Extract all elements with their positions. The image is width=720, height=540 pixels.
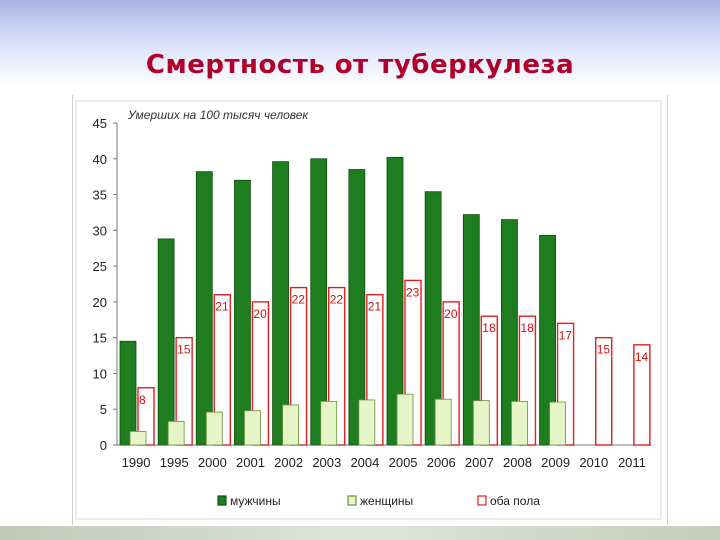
bar-female-2003	[320, 400, 338, 446]
data-label-both-2007: 18	[482, 321, 496, 335]
x-tick-label-2011: 2011	[618, 455, 646, 470]
slide-bottom-band	[0, 526, 720, 540]
data-label-both-2000: 21	[215, 300, 229, 314]
tuberculosis-mortality-chart: Умерших на 100 тысяч человек 0 5 10 15 20 25 3…	[75, 100, 662, 520]
legend-swatch-2	[477, 495, 487, 506]
x-tick-label-1990: 1990	[122, 455, 151, 470]
bar-male-2008	[501, 219, 518, 446]
data-label-both-2004: 21	[368, 300, 382, 314]
bar-female-2007	[472, 400, 490, 446]
legend-label-1: женщины	[360, 494, 413, 508]
data-label-both-2001: 20	[253, 307, 267, 321]
x-tick-label-2007: 2007	[465, 455, 494, 470]
x-tick-label-2002: 2002	[274, 455, 303, 470]
bar-male-2005	[386, 156, 404, 446]
bar-male-2009	[539, 234, 556, 446]
bar-female-2009	[549, 401, 566, 446]
x-axis-labels: 1990 1995 2000 2001 2002 2003 2004 2005 2006 2007…	[122, 455, 646, 470]
y-tick-label: 15	[93, 331, 107, 346]
bar-female-2004	[358, 399, 376, 446]
bar-male-2003	[310, 158, 328, 446]
data-label-both-2011: 14	[635, 350, 649, 364]
y-axis-ticks: 0 5 10 15 20 25 30 35 40 45	[93, 116, 117, 453]
bar-female-2005	[396, 393, 414, 446]
data-label-both-2005: 23	[406, 285, 420, 299]
bar-both-2011	[633, 344, 651, 446]
bar-male-1990	[119, 340, 137, 446]
y-tick-label: 35	[93, 188, 107, 203]
y-tick-label: 5	[100, 402, 107, 417]
data-label-both-2006: 20	[444, 307, 458, 321]
y-tick-label: 0	[100, 438, 107, 453]
slide-title: Смертность от туберкулеза	[145, 50, 575, 80]
bar-female-2001	[244, 410, 261, 446]
bar-female-2000	[205, 411, 223, 446]
bar-female-1995	[167, 420, 185, 446]
data-label-both-1990: 8	[139, 393, 146, 407]
legend-label-0: мужчины	[230, 494, 281, 508]
x-tick-label-2010: 2010	[579, 455, 608, 470]
bar-female-2008	[511, 400, 528, 446]
data-label-both-2009: 17	[559, 328, 573, 342]
bar-male-2004	[348, 169, 366, 446]
chart-subtitle: Умерших на 100 тысяч человек	[127, 108, 309, 122]
legend-swatch-0	[217, 495, 227, 506]
data-label-both-1995: 15	[177, 343, 191, 357]
bar-male-2007	[462, 214, 480, 446]
bar-female-1990	[129, 431, 147, 446]
plot-frame	[75, 100, 662, 520]
bar-both-2010	[595, 336, 613, 446]
y-tick-label: 10	[93, 366, 107, 381]
y-tick-label: 30	[93, 223, 107, 238]
bar-female-2002	[282, 404, 299, 446]
y-tick-label: 20	[93, 295, 107, 310]
x-tick-label-1995: 1995	[160, 455, 189, 470]
legend-label-2: оба пола	[490, 494, 540, 508]
x-tick-label-2009: 2009	[541, 455, 570, 470]
bar-female-2006	[434, 398, 452, 446]
legend-swatch-1	[347, 495, 357, 506]
x-tick-label-2005: 2005	[389, 455, 418, 470]
data-label-both-2003: 22	[330, 293, 344, 307]
chart-panel: Умерших на 100 тысяч человек 0 5 10 15 20 25 3…	[72, 95, 668, 525]
data-label-both-2008: 18	[520, 321, 534, 335]
y-tick-label: 40	[93, 152, 107, 167]
x-tick-label-2006: 2006	[427, 455, 456, 470]
bar-male-1995	[157, 238, 175, 446]
bars-layer: 8 15 21 20 22 22 21 23 20 18 18 17 15 14	[119, 156, 651, 446]
x-tick-label-2000: 2000	[198, 455, 227, 470]
x-tick-label-2004: 2004	[350, 455, 379, 470]
x-tick-label-2003: 2003	[312, 455, 341, 470]
data-label-both-2002: 22	[292, 293, 306, 307]
bar-male-2000	[195, 171, 213, 446]
data-label-both-2010: 15	[597, 343, 611, 357]
y-tick-label: 25	[93, 259, 107, 274]
bar-male-2002	[272, 161, 289, 446]
x-tick-label-2001: 2001	[236, 455, 265, 470]
legend: мужчины женщины оба пола	[217, 494, 540, 508]
bar-male-2001	[234, 179, 251, 446]
y-tick-label: 45	[93, 116, 107, 131]
bar-male-2006	[424, 191, 442, 446]
x-tick-label-2008: 2008	[503, 455, 532, 470]
